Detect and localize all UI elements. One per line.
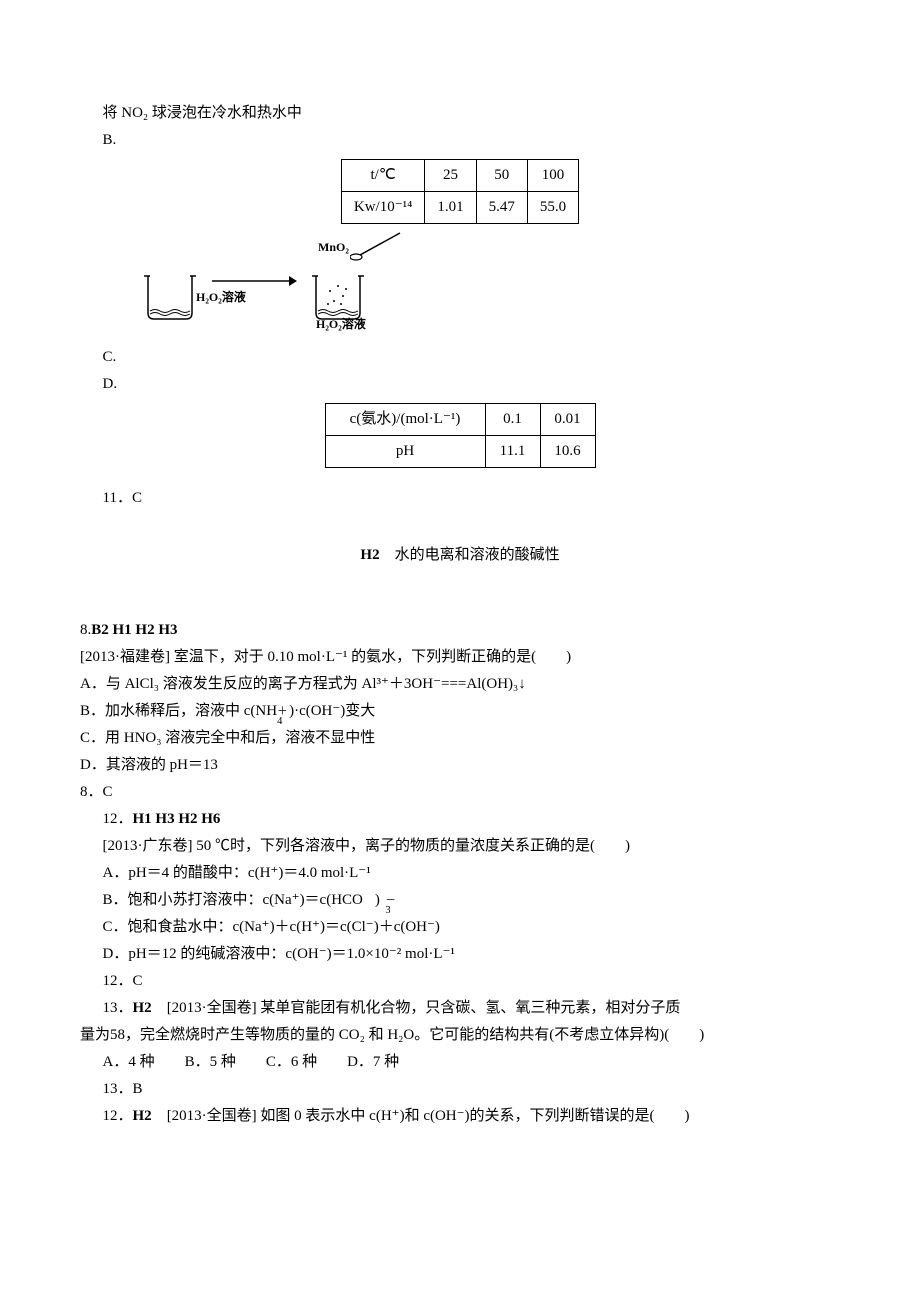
q8-header: 8.B2 H1 H2 H3 (80, 617, 840, 644)
q13-tag: H2 (133, 1000, 152, 1016)
reaction-diagram: H₂O₂溶液 MnO₂ H₂O₂溶液 (140, 239, 840, 339)
cell: 11.1 (485, 436, 540, 468)
beaker-left-icon (140, 271, 200, 321)
option-c-label: C. (80, 344, 840, 371)
cell: t/℃ (341, 160, 424, 192)
q8-optD: D．其溶液的 pH＝13 (80, 752, 840, 779)
q12a-tags: H1 H3 H2 H6 (133, 811, 221, 827)
q12a-optD: D．pH＝12 的纯碱溶液中：c(OH⁻)＝1.0×10⁻² mol·L⁻¹ (80, 941, 840, 968)
q12a-optC: C．饱和食盐水中：c(Na⁺)＋c(H⁺)＝c(Cl⁻)＋c(OH⁻) (80, 914, 840, 941)
table-d: c(氨水)/(mol·L⁻¹) 0.1 0.01 pH 11.1 10.6 (325, 403, 596, 468)
mno2-label: MnO₂ (318, 237, 349, 259)
q13-line2: 量为58，完全燃烧时产生等物质的量的 CO₂ 和 H₂O。它可能的结构共有(不考… (80, 1022, 840, 1049)
cell: 100 (527, 160, 578, 192)
q12a-optB-prefix: B．饱和小苏打溶液中：c(Na⁺)＝c(HCO (103, 892, 363, 908)
q13-num: 13． (103, 1000, 133, 1016)
q8-tags: B2 H1 H2 H3 (91, 622, 177, 638)
cell: pH (325, 436, 485, 468)
q8-optB-suffix: )·c(OH⁻)变大 (289, 703, 375, 719)
question-8: 8.B2 H1 H2 H3 [2013·福建卷] 室温下，对于 0.10 mol… (80, 617, 840, 806)
section-code: H2 (360, 547, 379, 563)
q12a-header: 12．H1 H3 H2 H6 (80, 806, 840, 833)
q12a-optB: B．饱和小苏打溶液中：c(Na⁺)＝c(HCO－3) (80, 887, 840, 914)
table-row: c(氨水)/(mol·L⁻¹) 0.1 0.01 (325, 404, 595, 436)
intro-line: 将 NO₂ 球浸泡在冷水和热水中 (80, 100, 840, 127)
q12b-num: 12． (103, 1108, 133, 1124)
table-row: Kw/10⁻¹⁴ 1.01 5.47 55.0 (341, 192, 578, 224)
cell: 0.1 (485, 404, 540, 436)
q12b-tag: H2 (133, 1108, 152, 1124)
q12a-ans: 12．C (80, 968, 840, 995)
q12b: 12．H2 [2013·全国卷] 如图 0 表示水中 c(H⁺)和 c(OH⁻)… (80, 1103, 840, 1130)
q8-optA: A．与 AlCl₃ 溶液发生反应的离子方程式为 Al³⁺＋3OH⁻===Al(O… (80, 671, 840, 698)
q8-num: 8. (80, 622, 91, 638)
q12a-optA: A．pH＝4 的醋酸中：c(H⁺)＝4.0 mol·L⁻¹ (80, 860, 840, 887)
cell: 0.01 (540, 404, 595, 436)
cell: 1.01 (425, 192, 476, 224)
cell: 5.47 (476, 192, 527, 224)
q12a-num: 12． (103, 811, 133, 827)
spatula-icon (350, 231, 402, 273)
q8-ans: 8．C (80, 779, 840, 806)
q8-source: [2013·福建卷] 室温下，对于 0.10 mol·L⁻¹ 的氨水，下列判断正… (80, 644, 840, 671)
cell: 10.6 (540, 436, 595, 468)
q13-text1: [2013·全国卷] 某单官能团有机化合物，只含碳、氢、氧三种元素，相对分子质 (152, 1000, 681, 1016)
q8-optB-prefix: B．加水稀释后，溶液中 c(NH (80, 703, 277, 719)
q8-optC: C．用 HNO₃ 溶液完全中和后，溶液不显中性 (80, 725, 840, 752)
q13-ans: 13．B (80, 1076, 840, 1103)
cell: 25 (425, 160, 476, 192)
cell: 55.0 (527, 192, 578, 224)
cell: Kw/10⁻¹⁴ (341, 192, 424, 224)
answer-11: 11．C (80, 485, 840, 512)
section-title: H2 水的电离和溶液的酸碱性 (80, 542, 840, 569)
table-b: t/℃ 25 50 100 Kw/10⁻¹⁴ 1.01 5.47 55.0 (341, 159, 579, 224)
arrow-icon (212, 270, 297, 297)
option-d-label: D. (80, 371, 840, 398)
table-row: t/℃ 25 50 100 (341, 160, 578, 192)
cell: 50 (476, 160, 527, 192)
q8-optB: B．加水稀释后，溶液中 c(NH＋4)·c(OH⁻)变大 (80, 698, 840, 725)
h2o2-right-label: H₂O₂溶液 (316, 314, 366, 336)
q13-opts: A．4 种 B．5 种 C．6 种 D．7 种 (80, 1049, 840, 1076)
section-text: 水的电离和溶液的酸碱性 (380, 547, 560, 563)
q12b-text: [2013·全国卷] 如图 0 表示水中 c(H⁺)和 c(OH⁻)的关系，下列… (152, 1108, 690, 1124)
cell: c(氨水)/(mol·L⁻¹) (325, 404, 485, 436)
q12a-source: [2013·广东卷] 50 ℃时，下列各溶液中，离子的物质的量浓度关系正确的是(… (80, 833, 840, 860)
q13-line1: 13．H2 [2013·全国卷] 某单官能团有机化合物，只含碳、氢、氧三种元素，… (80, 995, 840, 1022)
option-b-label: B. (80, 127, 840, 154)
table-row: pH 11.1 10.6 (325, 436, 595, 468)
